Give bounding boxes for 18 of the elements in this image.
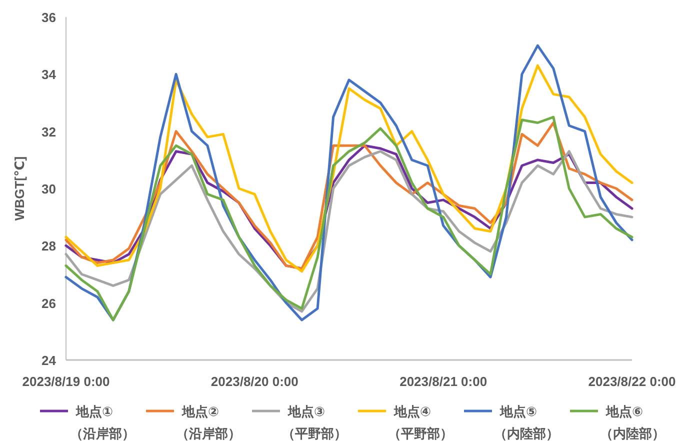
- y-tick-label: 32: [42, 124, 56, 140]
- legend-label: 地点④（平野部）: [388, 404, 453, 441]
- legend-label: 地点③（平野部）: [282, 404, 347, 441]
- y-tick-label: 30: [42, 182, 56, 196]
- x-tick-label: 2023/8/19 0:00: [22, 374, 110, 389]
- x-tick-label: 2023/8/20 0:00: [210, 374, 298, 389]
- y-tick-label: 34: [42, 67, 57, 82]
- legend-label: 地点②（沿岸部）: [176, 404, 241, 441]
- y-tick-label: 26: [42, 296, 56, 311]
- legend-label: 地点⑤（内陸部）: [494, 404, 559, 441]
- y-tick-label: 28: [42, 238, 56, 254]
- legend-label: 地点①（沿岸部）: [70, 404, 135, 441]
- legend-label: 地点⑥（内陸部）: [600, 404, 665, 441]
- x-tick-label: 2023/8/22 0:00: [588, 374, 676, 389]
- y-tick-label: 24: [42, 353, 57, 368]
- y-axis-title: WBGT[℃]: [12, 156, 27, 221]
- y-tick-label: 36: [42, 10, 56, 25]
- x-tick-label: 2023/8/21 0:00: [400, 374, 488, 389]
